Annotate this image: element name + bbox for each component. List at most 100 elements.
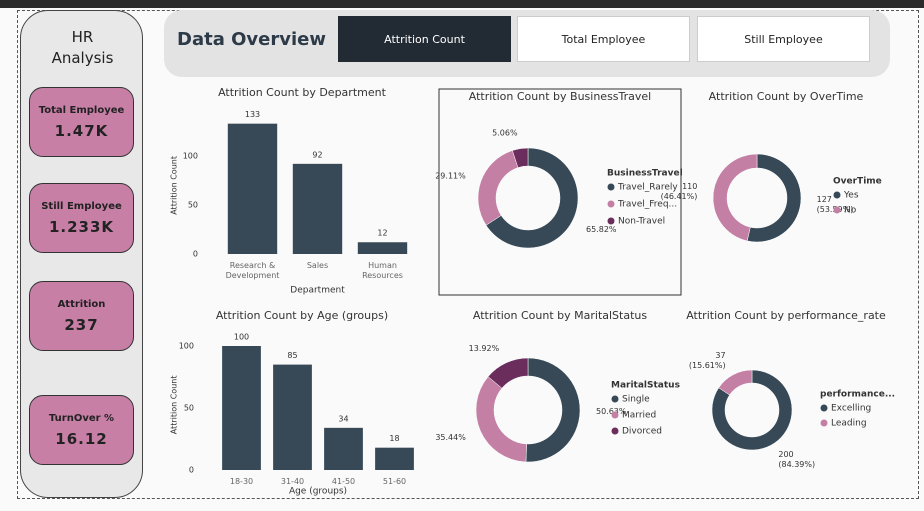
donut-slice [487, 357, 529, 389]
legend-label: Divorced [622, 427, 662, 437]
donut-slice [475, 376, 527, 463]
y-tick-label: 100 [179, 342, 194, 351]
legend-title: BusinessTravel [607, 169, 683, 179]
legend-label: Travel_Freq... [617, 200, 677, 210]
legend-label: Leading [831, 419, 867, 429]
x-tick-label: Human Resources [362, 261, 403, 280]
y-tick-label: 50 [184, 404, 194, 413]
data-label: (84.39%) [778, 460, 815, 469]
chart-title: Attrition Count by MaritalStatus [473, 309, 647, 322]
data-label: 34 [338, 414, 348, 423]
x-tick-text: Research & Development [225, 261, 280, 280]
x-tick-text: 51-60 [382, 477, 407, 486]
data-label: (15.61%) [689, 361, 726, 370]
data-label: (46.41%) [661, 192, 698, 201]
data-label: 50.63% [596, 407, 627, 416]
kpi-label: Attrition [57, 299, 106, 310]
selected-visual-border [438, 88, 682, 296]
data-label: 110 [682, 182, 697, 191]
data-label: 100 [234, 333, 249, 342]
data-label: 37 [715, 351, 725, 360]
x-tick-label: 41-50 [331, 477, 356, 486]
legend-title: performance... [820, 390, 895, 400]
bar [227, 123, 278, 254]
legend-swatch [820, 419, 828, 427]
chart-title: Attrition Count by Department [218, 86, 387, 99]
x-tick-label: 31-40 [280, 477, 305, 486]
x-tick-label: 18-30 [229, 477, 254, 486]
data-label: 13.92% [469, 344, 500, 353]
kpi-value: 1.233K [48, 218, 115, 236]
data-label: 29.11% [435, 172, 466, 181]
window-bar [0, 0, 924, 8]
x-tick-label: Sales [306, 261, 329, 270]
bar [324, 427, 363, 470]
kpi-value: 1.47K [54, 122, 109, 140]
donut-slice [712, 153, 758, 242]
legend-label: Yes [843, 191, 859, 201]
x-tick-text: Sales [306, 261, 329, 270]
tab-button[interactable]: Still Employee [697, 16, 870, 62]
bar [375, 447, 414, 470]
legend-label: Single [622, 395, 650, 405]
legend-swatch [607, 217, 615, 225]
donut-slice [512, 147, 529, 168]
y-tick-label: 0 [193, 250, 198, 259]
donut-slice [477, 150, 519, 226]
tab-button[interactable]: Attrition Count [338, 16, 511, 62]
donut-slice [718, 369, 753, 396]
chart-title: Attrition Count by performance_rate [686, 309, 886, 322]
data-label: 127 [817, 195, 832, 204]
data-label: 12 [377, 229, 387, 238]
data-label: 18 [389, 434, 399, 443]
x-tick-label: Research & Development [225, 261, 280, 280]
bar [292, 163, 343, 254]
data-label: 92 [312, 150, 322, 159]
chart-title: Attrition Count by BusinessTravel [469, 90, 651, 103]
donut-slice [525, 357, 581, 463]
legend-swatch [607, 183, 615, 191]
kpi-card: Still Employee 1.233K [29, 183, 134, 253]
kpi-value: 16.12 [55, 430, 108, 448]
data-label: 35.44% [435, 433, 466, 442]
data-label: 65.82% [586, 225, 617, 234]
chart-title: Attrition Count by Age (groups) [216, 309, 388, 322]
legend-swatch [820, 404, 828, 412]
kpi-label: Total Employee [38, 105, 125, 116]
y-tick-label: 50 [188, 201, 198, 210]
data-label: 85 [287, 351, 297, 360]
kpi-label: Still Employee [41, 201, 122, 212]
kpi-card: TurnOver % 16.12 [29, 395, 134, 465]
x-axis-title: Department [290, 286, 345, 296]
data-label: 133 [245, 110, 260, 119]
chart-title: Attrition Count by OverTime [709, 90, 864, 103]
header: Data Overview Attrition Count Total Empl… [164, 10, 890, 77]
x-tick-text: 31-40 [280, 477, 305, 486]
kpi-label: TurnOver % [48, 413, 115, 424]
data-label: 200 [778, 450, 793, 459]
donut-slice [485, 147, 579, 249]
data-label: 5.06% [492, 128, 518, 137]
bar [222, 346, 261, 470]
x-axis-title: Age (groups) [289, 487, 347, 497]
legend-label: No [844, 206, 857, 216]
y-axis-title: Attrition Count [170, 156, 179, 215]
header-title: Data Overview [177, 29, 326, 50]
x-tick-text: 41-50 [331, 477, 356, 486]
tab-button[interactable]: Total Employee [517, 16, 690, 62]
x-tick-text: 18-30 [229, 477, 254, 486]
legend-label: Excelling [831, 404, 871, 414]
y-tick-label: 0 [189, 466, 194, 475]
x-tick-text: Human Resources [362, 261, 403, 280]
legend-title: OverTime [833, 177, 882, 187]
bar [357, 242, 408, 254]
legend-swatch [833, 191, 841, 199]
legend-swatch [607, 200, 615, 208]
legend-swatch [833, 206, 841, 214]
legend-title: MaritalStatus [611, 381, 680, 391]
kpi-value: 237 [64, 316, 99, 334]
legend-swatch [611, 411, 619, 419]
bar [273, 364, 312, 470]
